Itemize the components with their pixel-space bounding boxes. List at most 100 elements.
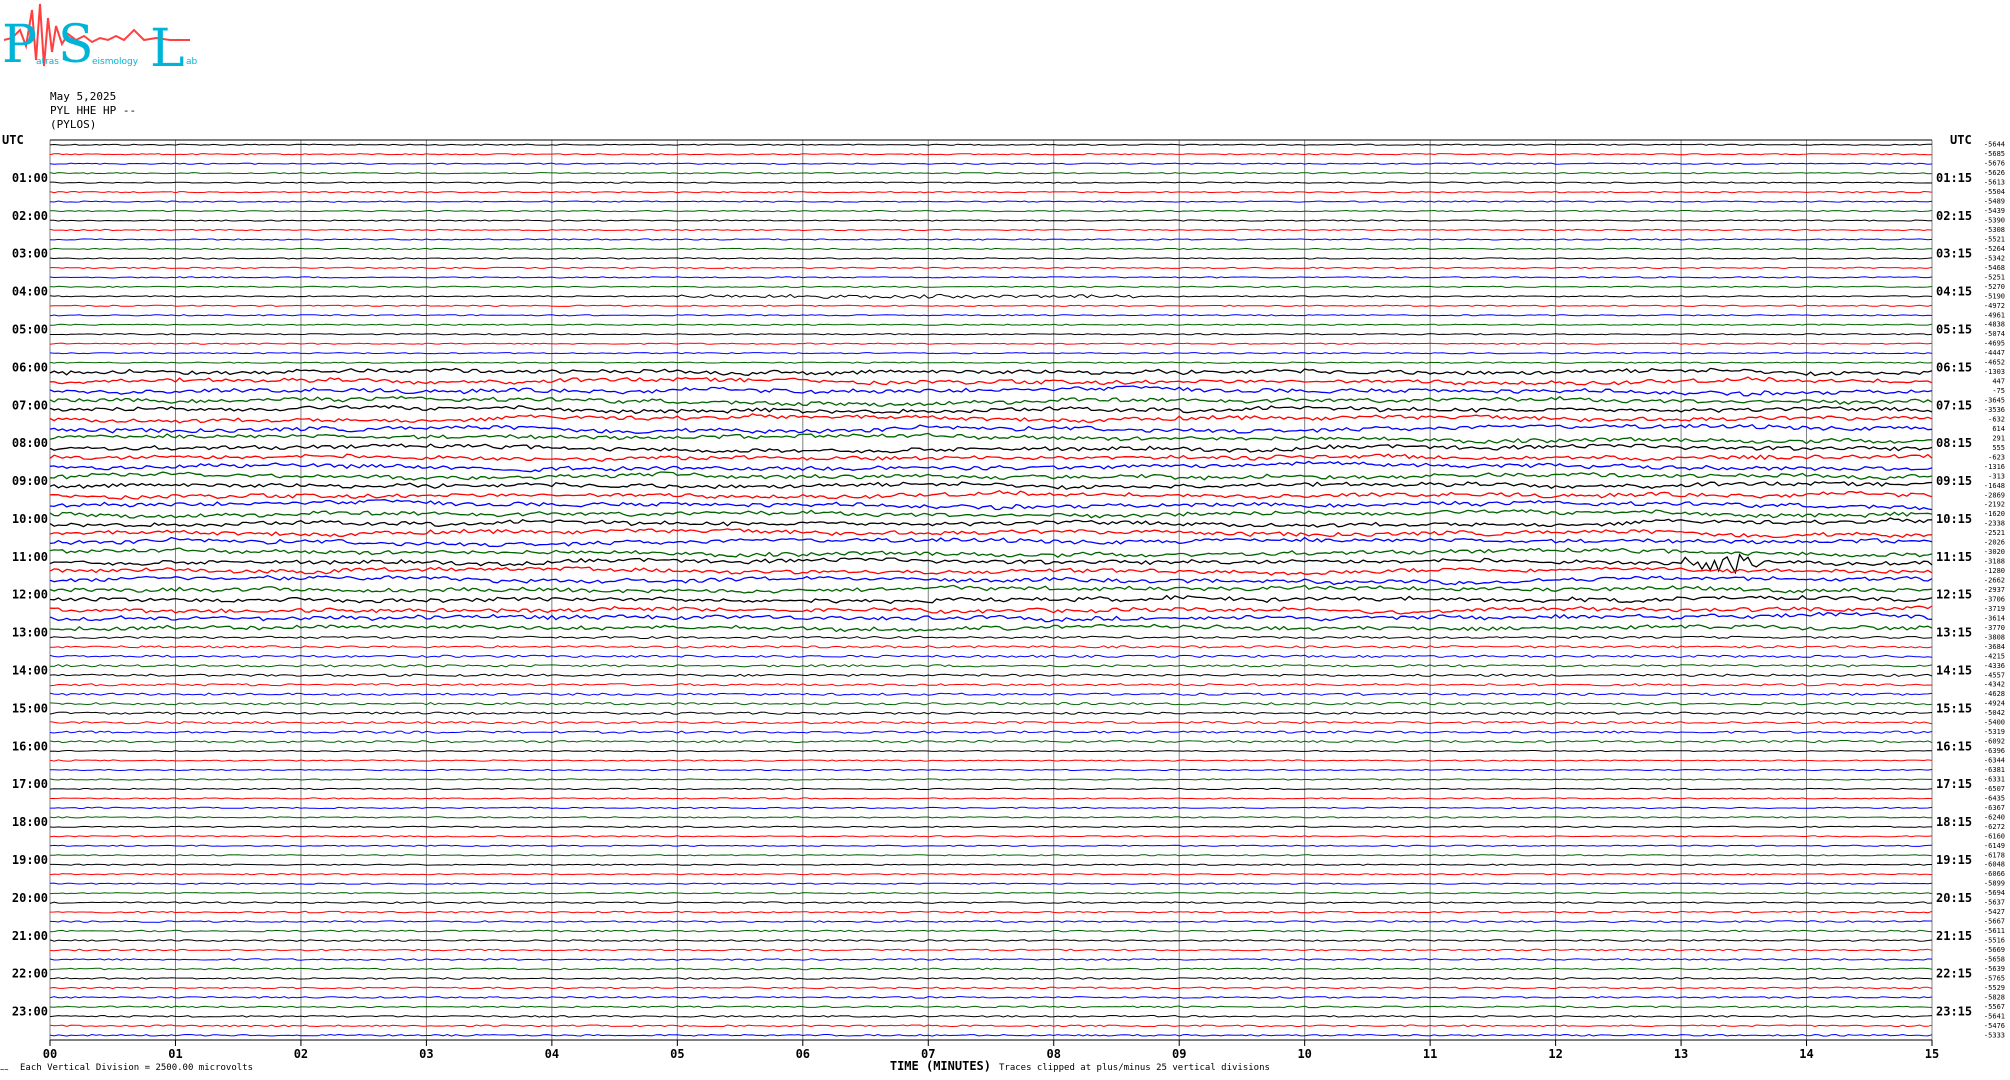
trace-line: [49, 395, 1933, 407]
trace-offset-label: -6344: [1984, 757, 2005, 765]
trace-line: [49, 825, 1932, 828]
trace-offset-label: -6160: [1984, 832, 2005, 840]
trace-offset-label: -5613: [1984, 179, 2005, 187]
left-hour-label: 02:00: [12, 209, 48, 223]
right-hour-label: 09:15: [1936, 474, 1972, 488]
left-hour-label: 13:00: [12, 626, 48, 640]
x-tick-label: 10: [1297, 1047, 1311, 1061]
trace-line: [49, 574, 1933, 586]
right-hour-label: 19:15: [1936, 853, 1972, 867]
trace-offset-label: -4447: [1984, 349, 2005, 357]
left-hour-label: 15:00: [12, 701, 48, 715]
right-hour-label: 15:15: [1936, 701, 1972, 715]
trace-offset-label: -2192: [1984, 501, 2005, 509]
trace-line: [49, 929, 1933, 933]
trace-line: [49, 342, 1933, 345]
header-station: (PYLOS): [50, 118, 97, 131]
trace-offset-label: -4215: [1984, 652, 2005, 660]
right-hour-label: 23:15: [1936, 1005, 1972, 1019]
trace-offset-label: 291: [1992, 434, 2005, 442]
trace-line: [49, 967, 1933, 971]
right-hour-label: 17:15: [1936, 777, 1972, 791]
trace-line: [49, 228, 1933, 232]
left-hour-label: 12:00: [12, 588, 48, 602]
footer-clip-note: Traces clipped at plus/minus 25 vertical…: [999, 1063, 1270, 1073]
trace-line: [49, 948, 1933, 952]
trace-line: [49, 499, 1933, 511]
logo-small-text-2: eismology: [92, 57, 139, 67]
footer-vertical-division: Each Vertical Division = 2500.00 microvo…: [20, 1063, 253, 1073]
trace-line: [49, 939, 1933, 942]
trace-offset-label: -5439: [1984, 207, 2005, 215]
trace-offset-label: -4961: [1984, 311, 2005, 319]
x-tick-label: 03: [419, 1047, 433, 1061]
trace-line: [49, 711, 1933, 715]
x-tick-label: 09: [1172, 1047, 1186, 1061]
trace-offset-label: -2937: [1984, 586, 2005, 594]
trace-line: [49, 1033, 1933, 1037]
trace-line: [49, 153, 1932, 156]
trace-line: [49, 517, 1933, 528]
trace-offset-label: -5685: [1984, 150, 2005, 158]
trace-line: [49, 367, 1933, 377]
trace-line: [49, 835, 1933, 838]
trace-line: [49, 654, 1933, 658]
trace-offset-label: -2521: [1984, 529, 2005, 537]
trace-line: [49, 635, 1933, 640]
trace-line: [49, 844, 1933, 847]
trace-line: [49, 276, 1933, 279]
trace-line: [49, 293, 1933, 299]
trace-line: [49, 605, 1933, 615]
left-hour-label: 23:00: [12, 1005, 48, 1019]
trace-offset-label: -4342: [1984, 681, 2005, 689]
trace-line: [49, 143, 1933, 146]
trace-offset-label: -3719: [1984, 605, 2005, 613]
trace-line: [49, 257, 1933, 260]
trace-offset-label: -5251: [1984, 273, 2005, 281]
trace-offset-label: -6092: [1984, 738, 2005, 746]
trace-offset-label: -6149: [1984, 842, 2005, 850]
left-hour-label: 09:00: [12, 474, 48, 488]
trace-offset-label: -6066: [1984, 870, 2005, 878]
trace-offset-label: -5521: [1984, 235, 2005, 243]
trace-offset-label: -5333: [1984, 1031, 2005, 1039]
trace-line: [49, 460, 1933, 473]
logo-seismogram-squiggle: [3, 3, 190, 67]
trace-offset-label: -5765: [1984, 974, 2005, 982]
trace-line: [50, 863, 1932, 866]
right-hour-label: 07:15: [1936, 398, 1972, 412]
x-tick-label: 06: [796, 1047, 810, 1061]
left-hour-label: 01:00: [12, 171, 48, 185]
trace-offset-label: -5667: [1984, 918, 2005, 926]
trace-line: [49, 739, 1933, 744]
left-hour-label: 07:00: [12, 398, 48, 412]
x-tick-label: 12: [1548, 1047, 1562, 1061]
trace-offset-label: -5828: [1984, 993, 2005, 1001]
left-hour-label: 17:00: [12, 777, 48, 791]
trace-line: [50, 806, 1933, 810]
trace-line: [49, 594, 1933, 605]
trace-line: [49, 190, 1933, 194]
trace-offset-label: -6272: [1984, 823, 2005, 831]
trace-line: [49, 219, 1933, 222]
trace-offset-label: -5476: [1984, 1022, 2005, 1030]
trace-offset-label: -5611: [1984, 927, 2005, 935]
trace-offset-label: -1648: [1984, 482, 2005, 490]
trace-line: [49, 304, 1933, 307]
trace-offset-label: -5042: [1984, 709, 2005, 717]
trace-offset-label: -1303: [1984, 368, 2005, 376]
trace-line: [50, 323, 1933, 326]
trace-offset-label: -5400: [1984, 719, 2005, 727]
trace-line: [49, 958, 1933, 961]
left-hour-label: 19:00: [12, 853, 48, 867]
trace-offset-label: -5641: [1984, 1012, 2005, 1020]
trace-offset-label: -5639: [1984, 965, 2005, 973]
trace-offset-label: -5190: [1984, 292, 2005, 300]
left-utc-label: UTC: [2, 133, 24, 147]
logo-small-text-3: ab: [186, 57, 198, 67]
trace-line: [49, 730, 1933, 734]
corner-mark: ~~: [0, 1066, 8, 1074]
trace-line: [49, 481, 1933, 490]
left-hour-label: 08:00: [12, 436, 48, 450]
trace-offset-label: -3645: [1984, 397, 2005, 405]
